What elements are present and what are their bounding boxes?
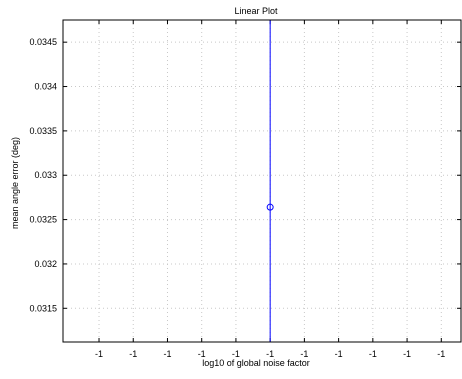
x-tick-label: -1 [198, 349, 206, 359]
y-tick-label: 0.0335 [29, 126, 57, 136]
y-tick-label: 0.0315 [29, 303, 57, 313]
plot-frame [62, 19, 462, 343]
x-tick-label: -1 [129, 349, 137, 359]
x-tick-label: -1 [369, 349, 377, 359]
data-series [266, 20, 274, 342]
x-tick-label: -1 [266, 349, 274, 359]
y-tick-label: 0.034 [34, 82, 57, 92]
data-point-marker [266, 203, 274, 211]
y-axis-label: mean angle error (deg) [10, 137, 20, 229]
x-tick-label: -1 [95, 349, 103, 359]
y-tick-label: 0.0345 [29, 37, 57, 47]
x-tick-label: -1 [232, 349, 240, 359]
y-tick-label: 0.033 [34, 170, 57, 180]
x-tick-label: -1 [437, 349, 445, 359]
x-tick-label: -1 [300, 349, 308, 359]
y-tick-label: 0.0325 [29, 215, 57, 225]
tick-labels: -1 -1 -1 -1 -1 -1 -1 -1 -1 -1 -1 0.0315 0.032 0.0325 0… [29, 37, 445, 359]
grid-lines [63, 20, 461, 342]
chart-title: Linear Plot [234, 6, 278, 16]
x-axis-label: log10 of global noise factor [202, 358, 310, 368]
x-tick-label: -1 [335, 349, 343, 359]
y-tick-label: 0.032 [34, 259, 57, 269]
x-tick-label: -1 [163, 349, 171, 359]
x-tick-label: -1 [403, 349, 411, 359]
